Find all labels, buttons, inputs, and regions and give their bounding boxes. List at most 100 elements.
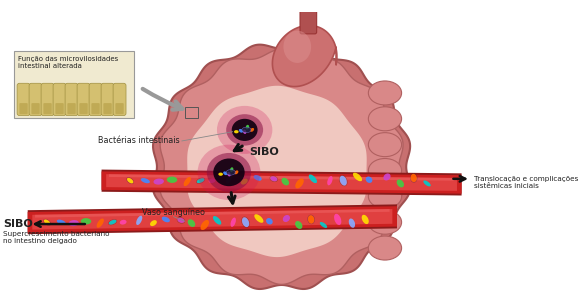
Ellipse shape — [295, 221, 302, 229]
Text: SIBO: SIBO — [249, 147, 279, 157]
Ellipse shape — [410, 174, 417, 182]
Polygon shape — [109, 174, 454, 181]
Ellipse shape — [183, 177, 191, 186]
Ellipse shape — [250, 128, 254, 132]
Ellipse shape — [197, 178, 205, 183]
FancyBboxPatch shape — [91, 103, 100, 114]
Ellipse shape — [328, 176, 333, 185]
Ellipse shape — [150, 220, 157, 226]
Ellipse shape — [153, 178, 164, 185]
Ellipse shape — [162, 217, 170, 222]
Ellipse shape — [397, 179, 404, 187]
Text: Supercrescimento bacteriano
no intestino delgado: Supercrescimento bacteriano no intestino… — [3, 231, 109, 243]
Ellipse shape — [283, 215, 290, 222]
FancyBboxPatch shape — [89, 83, 102, 116]
Ellipse shape — [226, 174, 232, 184]
Ellipse shape — [167, 177, 177, 183]
FancyBboxPatch shape — [77, 83, 90, 116]
Polygon shape — [28, 206, 397, 232]
FancyBboxPatch shape — [101, 83, 114, 116]
FancyBboxPatch shape — [53, 83, 66, 116]
Text: Vaso sanguíneo: Vaso sanguíneo — [142, 209, 205, 217]
Polygon shape — [160, 49, 403, 285]
Ellipse shape — [243, 130, 246, 134]
Ellipse shape — [368, 107, 402, 131]
Ellipse shape — [253, 175, 262, 181]
Ellipse shape — [96, 218, 104, 228]
Text: SIBO: SIBO — [3, 219, 32, 229]
Ellipse shape — [188, 219, 195, 227]
Ellipse shape — [242, 217, 249, 227]
FancyBboxPatch shape — [17, 83, 30, 116]
Polygon shape — [153, 45, 410, 289]
Ellipse shape — [246, 125, 249, 129]
FancyBboxPatch shape — [65, 83, 78, 116]
Ellipse shape — [368, 210, 402, 234]
Ellipse shape — [362, 215, 369, 224]
Ellipse shape — [270, 176, 278, 181]
Ellipse shape — [349, 218, 355, 228]
Ellipse shape — [109, 220, 116, 224]
Ellipse shape — [230, 167, 233, 172]
FancyBboxPatch shape — [55, 103, 64, 114]
Ellipse shape — [227, 172, 230, 176]
Ellipse shape — [218, 173, 223, 176]
Ellipse shape — [136, 216, 142, 225]
Ellipse shape — [340, 176, 347, 185]
Ellipse shape — [295, 178, 304, 188]
Ellipse shape — [201, 220, 209, 230]
Ellipse shape — [368, 236, 402, 260]
Text: Bactérias intestinais: Bactérias intestinais — [98, 136, 180, 145]
FancyBboxPatch shape — [113, 83, 126, 116]
Text: Função das microvilosidades
intestinal alterada: Função das microvilosidades intestinal a… — [18, 56, 119, 69]
Ellipse shape — [423, 181, 431, 186]
Ellipse shape — [120, 220, 126, 224]
Ellipse shape — [283, 30, 311, 63]
FancyBboxPatch shape — [41, 83, 54, 116]
Ellipse shape — [68, 220, 79, 226]
Ellipse shape — [368, 159, 402, 182]
Ellipse shape — [209, 178, 215, 183]
Ellipse shape — [368, 81, 402, 105]
Ellipse shape — [234, 130, 239, 133]
FancyBboxPatch shape — [31, 103, 40, 114]
Polygon shape — [187, 86, 367, 257]
FancyBboxPatch shape — [115, 103, 123, 114]
FancyBboxPatch shape — [19, 103, 28, 114]
Ellipse shape — [320, 222, 327, 228]
Polygon shape — [28, 204, 397, 234]
Ellipse shape — [178, 218, 185, 223]
Ellipse shape — [241, 179, 248, 185]
Text: Translocação e complicações
sistêmicas iniciais: Translocação e complicações sistêmicas i… — [473, 176, 578, 189]
Ellipse shape — [232, 119, 258, 141]
Ellipse shape — [226, 170, 235, 175]
FancyBboxPatch shape — [29, 83, 42, 116]
Ellipse shape — [368, 184, 402, 208]
Ellipse shape — [213, 216, 221, 225]
Ellipse shape — [217, 106, 272, 154]
Ellipse shape — [127, 178, 133, 183]
Ellipse shape — [366, 177, 372, 183]
Ellipse shape — [234, 170, 238, 174]
Ellipse shape — [213, 159, 245, 186]
Ellipse shape — [44, 220, 50, 225]
Ellipse shape — [226, 114, 263, 145]
Polygon shape — [106, 174, 457, 191]
Ellipse shape — [198, 145, 260, 200]
Ellipse shape — [239, 129, 243, 133]
Ellipse shape — [141, 178, 150, 183]
Ellipse shape — [207, 153, 251, 192]
Ellipse shape — [282, 178, 289, 185]
Ellipse shape — [368, 133, 402, 157]
Ellipse shape — [254, 214, 263, 223]
FancyBboxPatch shape — [103, 103, 112, 114]
Polygon shape — [32, 209, 392, 230]
Ellipse shape — [334, 214, 342, 225]
Polygon shape — [35, 209, 390, 217]
Ellipse shape — [81, 218, 91, 224]
Ellipse shape — [242, 127, 251, 133]
Ellipse shape — [266, 218, 273, 224]
FancyBboxPatch shape — [300, 10, 317, 34]
Polygon shape — [102, 170, 462, 196]
Ellipse shape — [57, 220, 66, 225]
